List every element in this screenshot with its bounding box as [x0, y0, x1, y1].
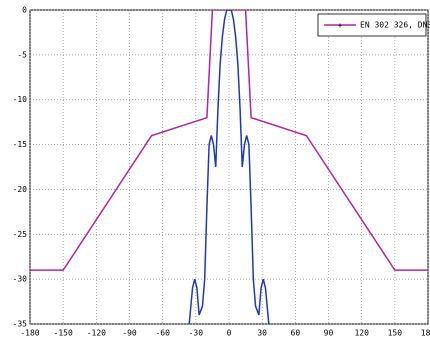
x-tick-label: -150 [54, 329, 73, 338]
lines [30, 10, 428, 324]
y-tick-label: -35 [13, 320, 28, 329]
x-tick-label: -30 [189, 329, 204, 338]
x-tick-label: -90 [122, 329, 137, 338]
x-tick-label: -120 [87, 329, 106, 338]
y-tick-label: 0 [22, 6, 27, 15]
x-tick-label: 180 [421, 329, 430, 338]
y-tick-label: -25 [13, 230, 28, 239]
grid [29, 9, 429, 325]
y-tick-label: -10 [13, 95, 28, 104]
legend-box [317, 13, 427, 37]
y-tick-label: -15 [13, 140, 28, 149]
legend-label: EN 302 326, DN3 [360, 21, 430, 30]
x-tick-label: 60 [291, 329, 301, 338]
y-tick-label: -30 [13, 275, 28, 284]
series-line [188, 10, 270, 324]
legend-marker: + [338, 21, 343, 30]
x-tick-label: 30 [257, 329, 267, 338]
x-tick-label: 150 [388, 329, 403, 338]
series-line [30, 10, 428, 271]
x-tick-label: 90 [324, 329, 334, 338]
labels: 0 -5 -10 -15 -20 -25 -30 -35-180 -150 -120 -90 -60 -… [13, 6, 430, 338]
y-tick-label: -5 [17, 50, 27, 59]
x-tick-label: -60 [155, 329, 170, 338]
x-tick-label: 0 [227, 329, 232, 338]
x-tick-label: 120 [354, 329, 369, 338]
x-tick-label: -180 [20, 329, 39, 338]
y-tick-label: -20 [13, 185, 28, 194]
